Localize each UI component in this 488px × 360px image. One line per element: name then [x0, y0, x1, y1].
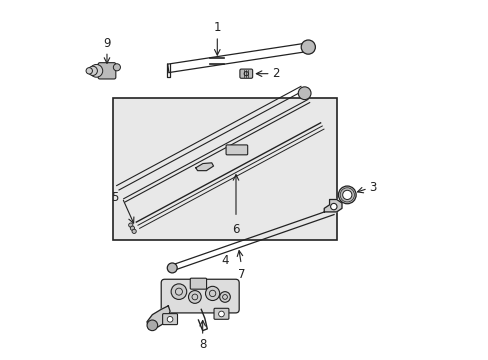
- Text: 6: 6: [232, 222, 239, 235]
- FancyBboxPatch shape: [161, 279, 239, 313]
- Circle shape: [188, 291, 201, 303]
- Circle shape: [130, 226, 134, 230]
- FancyBboxPatch shape: [190, 278, 206, 289]
- Text: 1: 1: [213, 21, 221, 34]
- Circle shape: [205, 286, 219, 301]
- Text: 2: 2: [272, 67, 280, 80]
- Circle shape: [90, 64, 102, 77]
- Text: 7: 7: [237, 268, 244, 281]
- Circle shape: [113, 64, 120, 71]
- Circle shape: [330, 203, 336, 210]
- FancyBboxPatch shape: [163, 314, 177, 325]
- FancyBboxPatch shape: [214, 308, 228, 319]
- Circle shape: [301, 40, 315, 54]
- Polygon shape: [195, 163, 213, 171]
- Text: 3: 3: [368, 181, 376, 194]
- Polygon shape: [324, 199, 341, 212]
- Circle shape: [132, 229, 136, 233]
- Text: 9: 9: [103, 37, 110, 50]
- Circle shape: [171, 284, 186, 300]
- FancyBboxPatch shape: [240, 69, 252, 78]
- FancyBboxPatch shape: [98, 63, 116, 79]
- Text: 5: 5: [111, 191, 119, 204]
- Text: 8: 8: [199, 338, 206, 351]
- FancyBboxPatch shape: [225, 145, 247, 155]
- Circle shape: [219, 292, 230, 302]
- Circle shape: [298, 87, 310, 100]
- Circle shape: [342, 190, 351, 199]
- Bar: [113, 99, 336, 240]
- Circle shape: [88, 66, 97, 76]
- Circle shape: [147, 320, 157, 330]
- Circle shape: [167, 316, 173, 322]
- Circle shape: [167, 263, 177, 273]
- Polygon shape: [147, 306, 170, 329]
- Circle shape: [86, 68, 92, 74]
- Circle shape: [218, 311, 224, 317]
- Text: 4: 4: [221, 255, 228, 267]
- Circle shape: [338, 186, 355, 204]
- Circle shape: [128, 223, 133, 227]
